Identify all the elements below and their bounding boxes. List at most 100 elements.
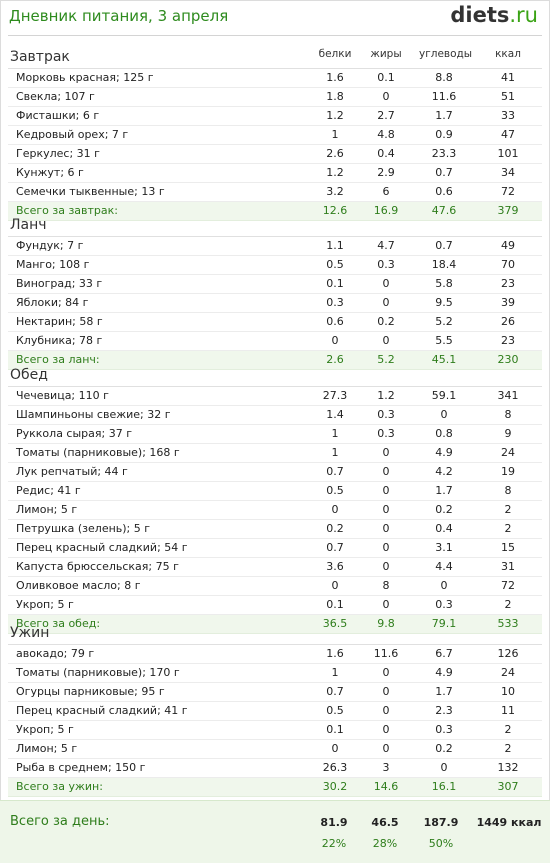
header-divider — [8, 35, 542, 36]
food-row[interactable]: Томаты (парниковые); 170 г 1 0 4.9 24 — [8, 664, 542, 683]
food-row[interactable]: Нектарин; 58 г 0.6 0.2 5.2 26 — [8, 313, 542, 332]
food-row[interactable]: Геркулес; 31 г 2.6 0.4 23.3 101 — [8, 145, 542, 164]
food-protein: 0.1 — [326, 277, 344, 290]
food-fat: 0.1 — [377, 71, 395, 84]
food-carbs: 1.7 — [435, 685, 453, 698]
column-header-kcal: ккал — [495, 48, 521, 60]
food-row[interactable]: Укроп; 5 г 0.1 0 0.3 2 — [8, 596, 542, 615]
food-name: авокадо; 79 г — [16, 647, 95, 660]
meal-total-fat: 16.9 — [373, 204, 399, 217]
food-name: Томаты (парниковые); 168 г — [16, 446, 180, 459]
food-row[interactable]: Лимон; 5 г 0 0 0.2 2 — [8, 501, 542, 520]
food-row[interactable]: Лимон; 5 г 0 0 0.2 2 — [8, 740, 542, 759]
food-name: Клубника; 78 г — [16, 334, 103, 347]
food-row[interactable]: Фундук; 7 г 1.1 4.7 0.7 49 — [8, 237, 542, 256]
food-carbs: 3.1 — [435, 541, 453, 554]
meal-header: Ланч — [8, 214, 542, 237]
food-kcal: 51 — [501, 90, 515, 103]
food-row[interactable]: Рыба в среднем; 150 г 26.3 3 0 132 — [8, 759, 542, 778]
food-carbs: 5.2 — [435, 315, 453, 328]
food-name: Яблоки; 84 г — [16, 296, 89, 309]
food-row[interactable]: Перец красный сладкий; 41 г 0.5 0 2.3 11 — [8, 702, 542, 721]
food-name: Чечевица; 110 г — [16, 389, 109, 402]
column-header-carbs: углеводы — [419, 48, 473, 60]
food-protein: 0.6 — [326, 315, 344, 328]
food-fat: 0.4 — [377, 147, 395, 160]
food-kcal: 19 — [501, 465, 515, 478]
food-row[interactable]: Руккола сырая; 37 г 1 0.3 0.8 9 — [8, 425, 542, 444]
food-protein: 1.6 — [326, 71, 344, 84]
food-carbs: 0.7 — [435, 239, 453, 252]
food-row[interactable]: Кунжут; 6 г 1.2 2.9 0.7 34 — [8, 164, 542, 183]
food-carbs: 0.4 — [435, 522, 453, 535]
food-fat: 4.8 — [377, 128, 395, 141]
food-protein: 0.1 — [326, 723, 344, 736]
food-row[interactable]: Томаты (парниковые); 168 г 1 0 4.9 24 — [8, 444, 542, 463]
food-carbs: 1.7 — [435, 109, 453, 122]
food-row[interactable]: Перец красный сладкий; 54 г 0.7 0 3.1 15 — [8, 539, 542, 558]
food-carbs: 18.4 — [431, 258, 457, 271]
meal-total-row: Всего за ужин: 30.2 14.6 16.1 307 — [8, 778, 542, 797]
food-name: Фундук; 7 г — [16, 239, 84, 252]
food-name: Семечки тыквенные; 13 г — [16, 185, 165, 198]
food-kcal: 2 — [504, 723, 512, 736]
food-carbs: 4.9 — [435, 446, 453, 459]
food-row[interactable]: Петрушка (зелень); 5 г 0.2 0 0.4 2 — [8, 520, 542, 539]
food-carbs: 2.3 — [435, 704, 453, 717]
food-name: Перец красный сладкий; 54 г — [16, 541, 188, 554]
food-fat: 2.7 — [377, 109, 395, 122]
meal-total-protein: 2.6 — [326, 353, 344, 366]
page-title: Дневник питания, 3 апреля — [9, 7, 229, 25]
food-row[interactable]: Морковь красная; 125 г 1.6 0.1 8.8 41 — [8, 69, 542, 88]
food-fat: 0 — [382, 484, 390, 497]
food-row[interactable]: Яблоки; 84 г 0.3 0 9.5 39 — [8, 294, 542, 313]
food-row[interactable]: Клубника; 78 г 0 0 5.5 23 — [8, 332, 542, 351]
food-row[interactable]: Фисташки; 6 г 1.2 2.7 1.7 33 — [8, 107, 542, 126]
food-carbs: 9.5 — [435, 296, 453, 309]
food-row[interactable]: Шампиньоны свежие; 32 г 1.4 0.3 0 8 — [8, 406, 542, 425]
meal-total-label: Всего за ужин: — [16, 780, 103, 793]
food-kcal: 41 — [501, 71, 515, 84]
meal-total-label: Всего за обед: — [16, 617, 101, 630]
food-fat: 0 — [382, 598, 390, 611]
food-name: Капуста брюссельская; 75 г — [16, 560, 179, 573]
food-protein: 0 — [331, 579, 339, 592]
food-row[interactable]: Манго; 108 г 0.5 0.3 18.4 70 — [8, 256, 542, 275]
meal-name: Ужин — [10, 625, 50, 641]
food-row[interactable]: Виноград; 33 г 0.1 0 5.8 23 — [8, 275, 542, 294]
food-carbs: 0 — [440, 579, 448, 592]
food-fat: 0 — [382, 277, 390, 290]
food-fat: 0 — [382, 334, 390, 347]
food-protein: 1.6 — [326, 647, 344, 660]
food-row[interactable]: Лук репчатый; 44 г 0.7 0 4.2 19 — [8, 463, 542, 482]
food-row[interactable]: Свекла; 107 г 1.8 0 11.6 51 — [8, 88, 542, 107]
food-fat: 0 — [382, 296, 390, 309]
food-fat: 0 — [382, 465, 390, 478]
food-row[interactable]: Огурцы парниковые; 95 г 0.7 0 1.7 10 — [8, 683, 542, 702]
food-name: Манго; 108 г — [16, 258, 90, 271]
food-kcal: 26 — [501, 315, 515, 328]
food-row[interactable]: Оливковое масло; 8 г 0 8 0 72 — [8, 577, 542, 596]
food-protein: 3.6 — [326, 560, 344, 573]
food-name: Редис; 41 г — [16, 484, 81, 497]
food-fat: 0 — [382, 90, 390, 103]
food-row[interactable]: Семечки тыквенные; 13 г 3.2 6 0.6 72 — [8, 183, 542, 202]
food-carbs: 0.2 — [435, 742, 453, 755]
food-row[interactable]: Чечевица; 110 г 27.3 1.2 59.1 341 — [8, 387, 542, 406]
food-row[interactable]: Редис; 41 г 0.5 0 1.7 8 — [8, 482, 542, 501]
food-row[interactable]: Укроп; 5 г 0.1 0 0.3 2 — [8, 721, 542, 740]
food-fat: 3 — [382, 761, 390, 774]
food-name: Лимон; 5 г — [16, 503, 78, 516]
meal-header: Ужин — [8, 622, 542, 645]
food-name: Огурцы парниковые; 95 г — [16, 685, 165, 698]
food-row[interactable]: Капуста брюссельская; 75 г 3.6 0 4.4 31 — [8, 558, 542, 577]
food-row[interactable]: Кедровый орех; 7 г 1 4.8 0.9 47 — [8, 126, 542, 145]
food-fat: 0 — [382, 522, 390, 535]
meal-header: Завтрак белки жиры углеводы ккал — [8, 46, 542, 69]
food-carbs: 59.1 — [431, 389, 457, 402]
diets-logo[interactable]: diets.ru — [450, 3, 538, 27]
meal-total-row: Всего за завтрак: 12.6 16.9 47.6 379 — [8, 202, 542, 221]
food-row[interactable]: авокадо; 79 г 1.6 11.6 6.7 126 — [8, 645, 542, 664]
food-name: Оливковое масло; 8 г — [16, 579, 141, 592]
food-fat: 1.2 — [377, 389, 395, 402]
